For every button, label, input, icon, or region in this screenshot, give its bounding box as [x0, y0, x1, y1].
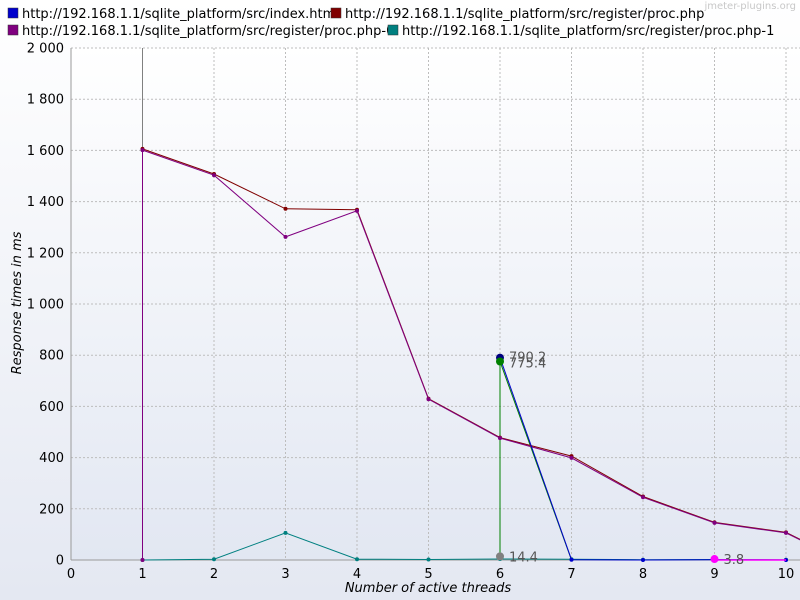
x-tick-label: 6	[496, 567, 504, 582]
y-axis-title: Response times in ms	[10, 231, 25, 374]
x-tick-label: 2	[210, 567, 218, 582]
x-tick-label: 1	[138, 567, 146, 582]
data-point	[283, 530, 288, 535]
data-point	[140, 148, 145, 153]
legend-swatch	[7, 24, 19, 36]
data-point	[283, 234, 288, 239]
data-point	[641, 495, 645, 500]
x-tick-label: 5	[424, 567, 432, 582]
annotation-label: 790.2	[509, 351, 546, 366]
y-tick-label: 200	[39, 502, 64, 517]
y-tick-label: 1 200	[27, 246, 64, 261]
watermark: jmeter-plugins.org	[703, 1, 796, 12]
y-tick-label: 1 000	[27, 298, 64, 313]
y-tick-label: 400	[39, 451, 64, 466]
data-point	[498, 436, 502, 441]
y-tick-label: 1 600	[27, 144, 64, 159]
y-tick-label: 0	[56, 554, 64, 569]
data-point	[569, 455, 574, 460]
annotation-marker	[710, 555, 719, 564]
x-tick-label: 7	[567, 567, 575, 582]
data-point	[140, 558, 145, 562]
series-line	[142, 149, 800, 560]
y-tick-label: 1 800	[27, 93, 64, 108]
x-tick-label: 4	[353, 567, 361, 582]
annotation-label: 14.4	[509, 550, 538, 565]
grid	[71, 47, 800, 560]
series-layer	[140, 48, 800, 562]
annotation-label: 3.8	[724, 553, 745, 568]
legend-label: http://192.168.1.1/sqlite_platform/src/r…	[345, 7, 704, 22]
annotation-label: 775.4	[509, 356, 546, 371]
legend: http://192.168.1.1/sqlite_platform/src/i…	[7, 7, 774, 39]
y-tick-label: 600	[39, 400, 64, 415]
y-tick-label: 800	[39, 349, 64, 364]
y-tick-label: 2 000	[27, 42, 64, 57]
x-tick-label: 9	[710, 567, 718, 582]
x-tick-label: 0	[67, 567, 75, 582]
y-tick-label: 1 400	[27, 195, 64, 210]
data-point	[212, 557, 216, 562]
legend-swatch	[387, 24, 399, 36]
data-point	[355, 208, 359, 213]
data-point	[569, 557, 574, 562]
annotation-marker	[496, 357, 504, 366]
data-point	[712, 520, 717, 525]
data-point	[426, 397, 431, 402]
x-tick-label: 8	[639, 567, 647, 582]
data-point	[355, 557, 359, 562]
data-point	[426, 557, 431, 562]
x-tick-label: 10	[778, 567, 795, 582]
x-tick-label: 3	[281, 567, 289, 582]
axes: 0 1 2 3 4 5 6 7 8 9 10 0 200 400 600 800 1 000 1 200 1 400…	[10, 42, 800, 596]
data-point	[283, 206, 288, 211]
x-axis-title: Number of active threads	[345, 581, 512, 596]
annotation-marker	[496, 552, 504, 561]
legend-swatch	[330, 7, 342, 19]
legend-label: http://192.168.1.1/sqlite_platform/src/r…	[22, 24, 394, 39]
data-point	[784, 530, 788, 535]
legend-label: http://192.168.1.1/sqlite_platform/src/r…	[402, 24, 774, 39]
legend-label: http://192.168.1.1/sqlite_platform/src/i…	[22, 7, 339, 22]
legend-swatch	[7, 7, 19, 19]
data-point	[212, 173, 216, 178]
data-point	[641, 558, 645, 562]
